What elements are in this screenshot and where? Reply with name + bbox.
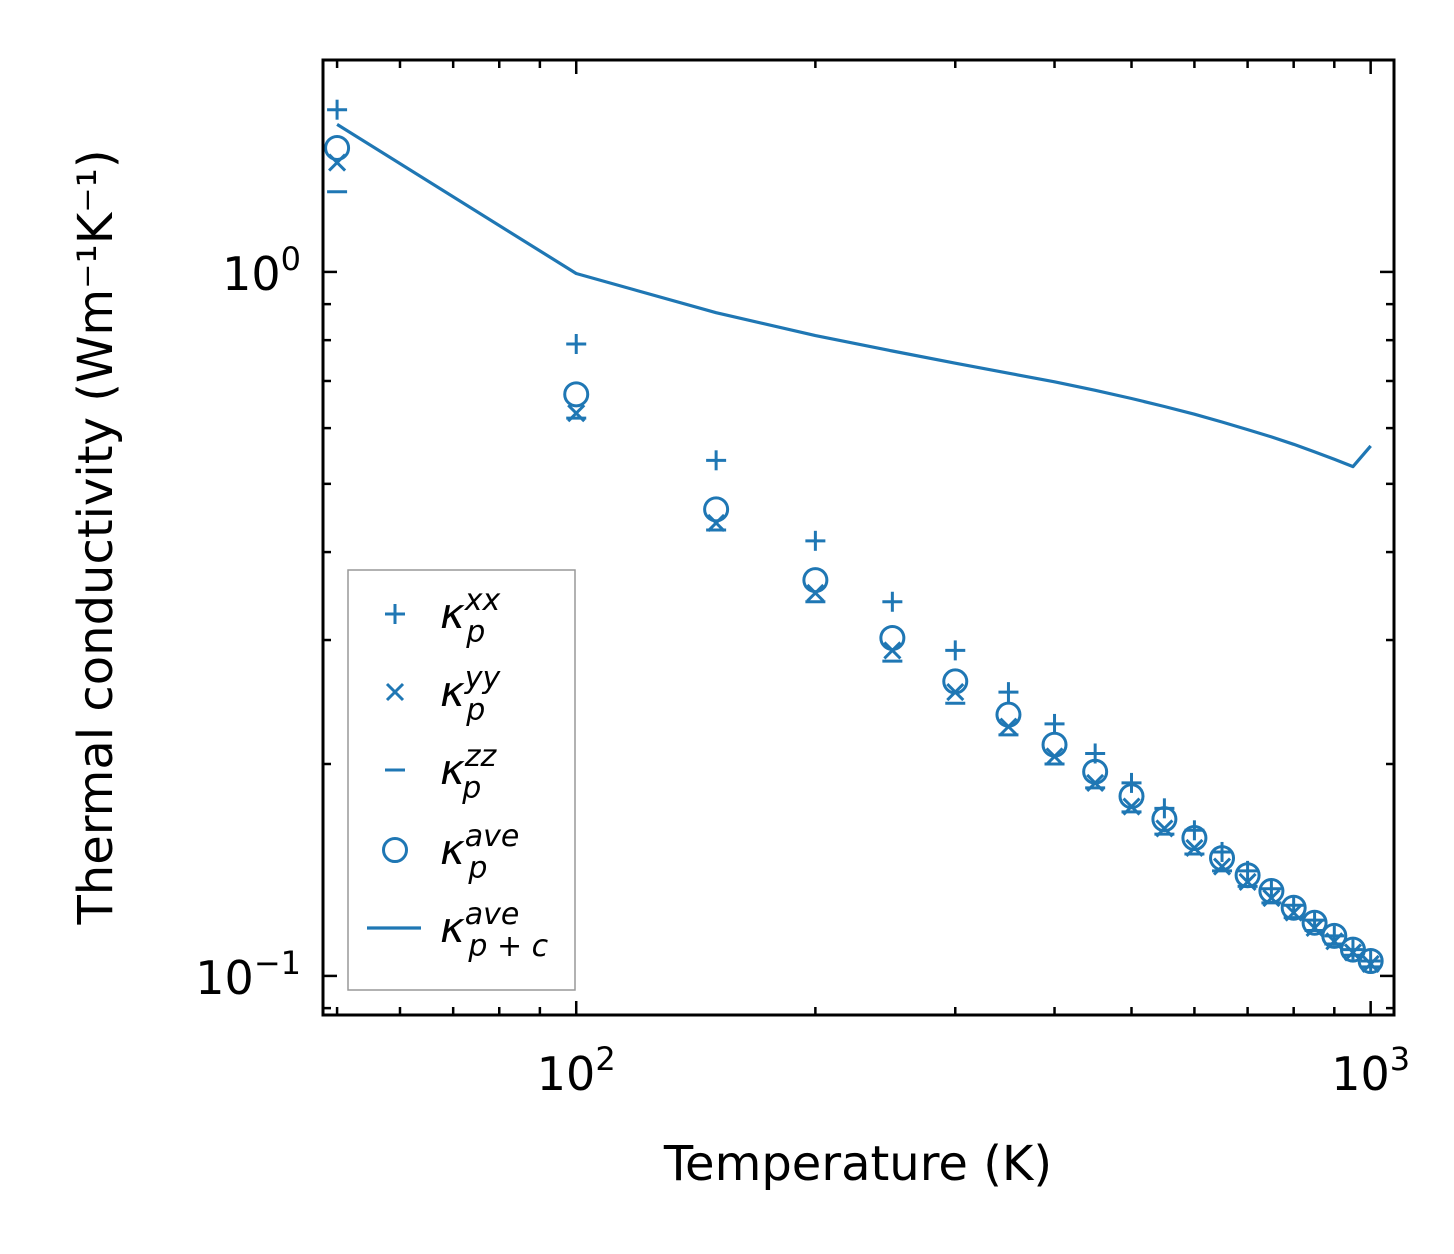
x-tick-label: 102 [537,1040,616,1101]
data-point-kappa_p_ave [1258,878,1285,905]
tick-labels: 102 103 10−1 100 [195,240,1410,1101]
data-point-kappa_p_ave [942,668,969,695]
y-tick-label: 100 [222,240,301,301]
data-point-kappa_p_ave [1321,922,1348,949]
data-point-kappa_p_xx [998,682,1019,703]
series-line-kappa_pc_ave [336,123,1372,469]
data-point-kappa_p_xx [1121,772,1142,793]
data-point-kappa_p_ave [1151,806,1178,833]
data-point-kappa_p_ave [995,701,1022,728]
data-point-kappa_p_ave [563,381,590,408]
data-point-kappa_p_ave [703,496,730,523]
data-point-kappa_p_xx [882,591,903,612]
data-point-kappa_p_ave [1339,936,1366,963]
data-point-kappa_p_xx [1261,878,1282,899]
data-point-kappa_p_ave [324,134,351,161]
plot-marks [324,99,1384,974]
data-point-kappa_p_xx [805,530,826,551]
data-point-kappa_p_ave [1280,894,1307,921]
data-point-kappa_p_xx [945,640,966,661]
legend-label-kappa_p_yy: κyy p [440,661,502,728]
data-point-kappa_p_xx [1044,713,1065,734]
legend-frame [347,569,576,991]
data-point-kappa_p_ave [1357,947,1384,974]
legend-label-kappa_p_zz: κzz p [440,739,498,806]
legend: κxx p κyy p κzz p κave p κave p + c [347,569,576,991]
data-point-kappa_p_xx [566,333,587,354]
axis-ticks [323,58,1394,1015]
data-point-kappa_p_ave [1209,845,1236,872]
data-point-kappa_p_ave [1181,825,1208,852]
data-point-kappa_p_xx [327,99,348,120]
legend-label-kappa_p_ave: κave p [440,819,519,886]
legend-marker-kappa_p_yy [385,682,405,702]
x-tick-label: 103 [1331,1040,1410,1101]
data-point-kappa_p_xx [706,450,727,471]
data-point-kappa_p_yy [1361,954,1380,973]
x-axis-label: Temperature (K) [663,1136,1052,1192]
legend-label-kappa_pc_ave: κave p + c [440,897,549,964]
data-point-kappa_p_ave [1301,909,1328,936]
legend-label-kappa_p_xx: κxx p [440,583,501,650]
data-point-kappa_p_ave [1234,862,1261,889]
legend-marker-kappa_p_xx [385,604,405,624]
data-point-kappa_p_ave [1118,783,1145,810]
data-point-kappa_p_ave [1082,758,1109,785]
y-axis-label: Thermal conductivity (Wm⁻¹K⁻¹) [68,149,124,925]
data-point-kappa_p_yy [707,513,726,532]
data-point-kappa_p_ave [802,567,829,594]
data-point-kappa_p_ave [879,624,906,651]
data-point-kappa_p_ave [1041,731,1068,758]
y-tick-label: 10−1 [195,944,301,1005]
axes-frame [321,58,1396,1017]
legend-marker-kappa_p_ave [382,837,408,863]
